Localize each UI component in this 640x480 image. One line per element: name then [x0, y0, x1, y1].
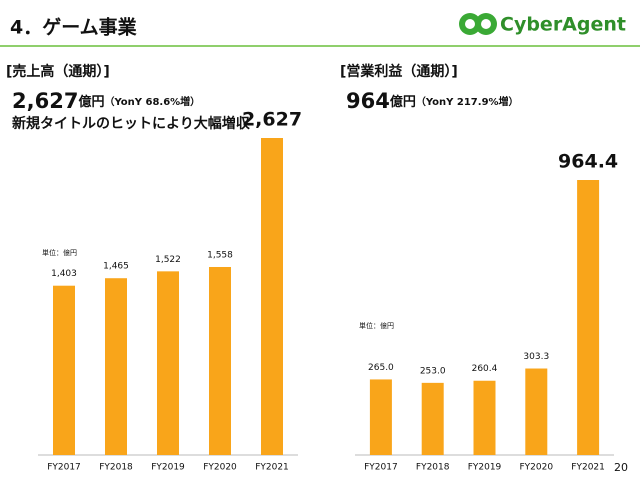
- value-label: 1,558: [207, 250, 233, 260]
- x-tick-label: FY2017: [364, 463, 398, 473]
- value-label: 303.3: [523, 352, 549, 362]
- bar: [369, 379, 392, 455]
- x-tick-label: FY2020: [520, 463, 554, 473]
- bar: [473, 380, 496, 455]
- headline-amount: 2,627: [12, 89, 78, 113]
- headline: 2,627億円（YonY 68.6%増）: [12, 89, 200, 113]
- headline-unit: 億円: [78, 94, 104, 110]
- bar: [105, 278, 127, 455]
- value-label: 1,465: [103, 262, 129, 272]
- bar: [577, 180, 600, 455]
- value-label: 2,627: [242, 109, 302, 131]
- page-number: 20: [614, 461, 628, 474]
- value-label: 253.0: [420, 366, 446, 376]
- x-tick-label: FY2021: [571, 463, 605, 473]
- subheadline: 新規タイトルのヒットにより大幅増収: [12, 115, 251, 132]
- value-label: 1,403: [51, 269, 77, 279]
- logo-icon: [465, 19, 475, 29]
- logo: CyberAgent: [459, 13, 626, 36]
- slide-title: 4．ゲーム事業: [10, 16, 138, 39]
- headline-unit: 億円: [390, 94, 416, 110]
- value-label: 964.4: [558, 151, 618, 173]
- bar: [157, 271, 179, 455]
- headline-note: （YonY 217.9%増）: [416, 95, 519, 108]
- logo-icon: [481, 19, 491, 29]
- value-label: 260.4: [472, 364, 498, 374]
- x-tick-label: FY2017: [47, 463, 81, 473]
- x-tick-label: FY2018: [416, 463, 450, 473]
- headline-note: （YonY 68.6%増）: [104, 95, 200, 108]
- value-label: 265.0: [368, 363, 394, 373]
- bar: [421, 382, 444, 455]
- x-tick-label: FY2020: [203, 463, 237, 473]
- unit-label: 単位：億円: [42, 248, 77, 257]
- bar: [261, 138, 283, 455]
- headline: 964億円（YonY 217.9%増）: [346, 89, 519, 113]
- x-tick-label: FY2021: [255, 463, 289, 473]
- logo-text: CyberAgent: [500, 14, 626, 36]
- chart-title: [営業利益（通期）]: [340, 63, 458, 80]
- bar: [525, 368, 548, 455]
- x-tick-label: FY2018: [99, 463, 133, 473]
- headline-amount: 964: [346, 89, 390, 113]
- x-tick-label: FY2019: [468, 463, 502, 473]
- chart-title: [売上高（通期）]: [6, 63, 110, 80]
- x-tick-label: FY2019: [151, 463, 185, 473]
- bar: [53, 285, 75, 455]
- bar: [209, 266, 231, 455]
- unit-label: 単位：億円: [359, 321, 394, 330]
- value-label: 1,522: [155, 255, 181, 265]
